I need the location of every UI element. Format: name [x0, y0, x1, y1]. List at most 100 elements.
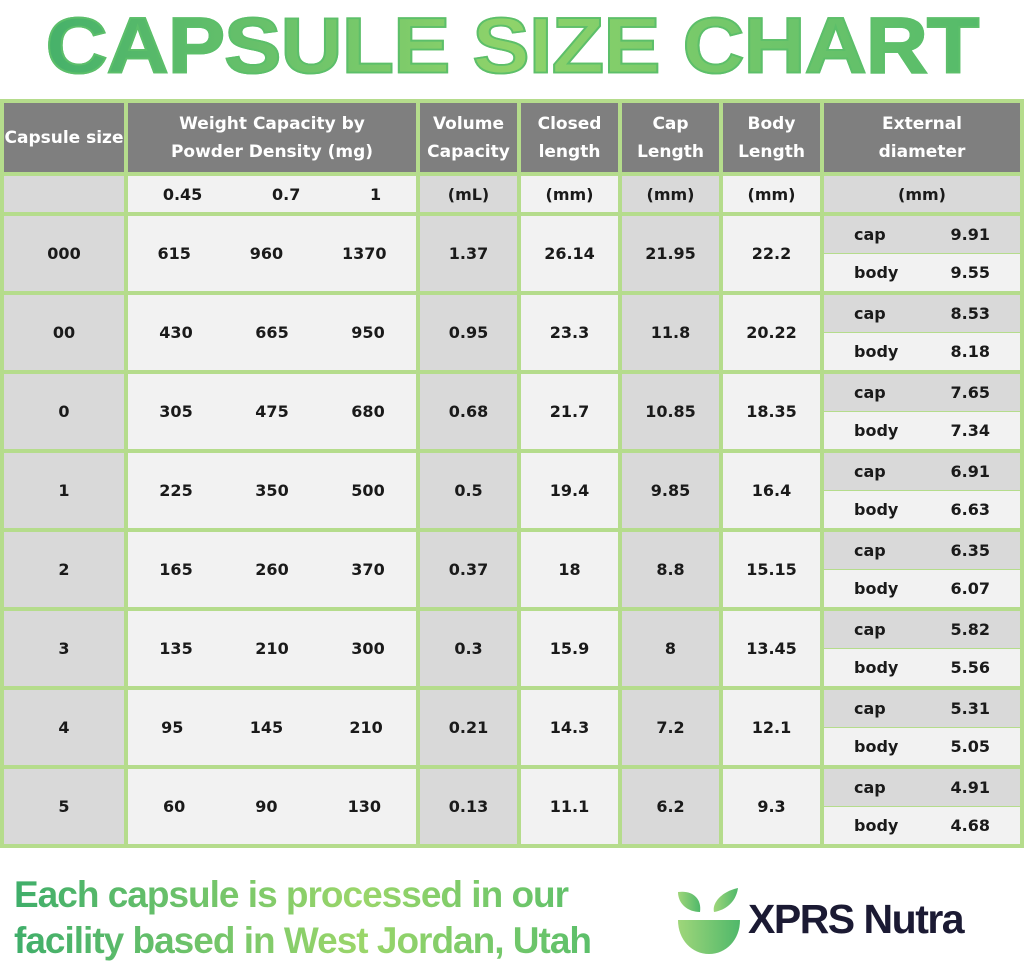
header-capsule-size: Capsule size — [4, 103, 124, 172]
header-text: length — [538, 141, 601, 162]
weight-value: 145 — [249, 718, 284, 737]
external-diameter-cell: cap 5.31 body 5.05 — [824, 690, 1020, 765]
header-text: Cap — [652, 113, 689, 134]
weight-value: 60 — [163, 797, 186, 816]
weight-value: 1370 — [342, 244, 387, 263]
body-length-cell: 16.4 — [723, 453, 820, 528]
body-length-cell: 13.45 — [723, 611, 820, 686]
weight-cell: 165 260 370 — [128, 532, 416, 607]
closed-length-cell: 23.3 — [521, 295, 618, 370]
weight-value: 960 — [249, 244, 284, 263]
density-value: 0.7 — [271, 184, 301, 204]
header-text: Body — [747, 113, 796, 134]
header-text: Closed — [537, 113, 602, 134]
table-row: 00 430 665 950 0.95 23.3 11.8 20.22 cap 8.53 body 8… — [4, 295, 1020, 370]
units-cap: (mm) — [622, 176, 719, 212]
weight-cell: 60 90 130 — [128, 769, 416, 844]
ext-cap-row: cap 7.65 — [824, 374, 1020, 411]
weight-value: 210 — [255, 639, 289, 658]
table-row: 3 135 210 300 0.3 15.9 8 13.45 cap 5.82 body 5.56 — [4, 611, 1020, 686]
body-length-cell: 20.22 — [723, 295, 820, 370]
ext-body-row: body 9.55 — [824, 254, 1020, 291]
weight-value: 500 — [351, 481, 385, 500]
density-value: 1 — [370, 184, 382, 204]
body-length-cell: 12.1 — [723, 690, 820, 765]
ext-body-row: body 5.05 — [824, 728, 1020, 765]
header-text: Weight Capacity by — [179, 113, 365, 134]
header-text: Volume — [432, 113, 505, 134]
weight-value: 475 — [255, 402, 289, 421]
table-row: 5 60 90 130 0.13 11.1 6.2 9.3 cap 4.91 body 4.68 — [4, 769, 1020, 844]
body-length-cell: 15.15 — [723, 532, 820, 607]
ext-cap-row: cap 5.82 — [824, 611, 1020, 648]
header-weight: Weight Capacity by Powder Density (mg) — [128, 103, 416, 172]
header-volume: Volume Capacity — [420, 103, 517, 172]
ext-cap-row: cap 8.53 — [824, 295, 1020, 332]
body-length-cell: 9.3 — [723, 769, 820, 844]
ext-body-value: 6.63 — [950, 500, 990, 519]
ext-body-value: 4.68 — [950, 816, 990, 835]
closed-length-cell: 19.4 — [521, 453, 618, 528]
volume-cell: 0.3 — [420, 611, 517, 686]
table-row: 000 615 960 1370 1.37 26.14 21.95 22.2 cap 9.91 bo… — [4, 216, 1020, 291]
cap-length-cell: 8 — [622, 611, 719, 686]
weight-value: 370 — [351, 560, 385, 579]
closed-length-cell: 18 — [521, 532, 618, 607]
ext-body-row: body 6.63 — [824, 491, 1020, 528]
header-text: diameter — [878, 141, 966, 162]
cap-label: cap — [854, 383, 886, 402]
table-row: 2 165 260 370 0.37 18 8.8 15.15 cap 6.35 body 6.07 — [4, 532, 1020, 607]
weight-cell: 135 210 300 — [128, 611, 416, 686]
weight-value: 430 — [159, 323, 193, 342]
volume-cell: 0.95 — [420, 295, 517, 370]
weight-value: 350 — [255, 481, 289, 500]
closed-length-cell: 14.3 — [521, 690, 618, 765]
header-body: Body Length — [723, 103, 820, 172]
cap-label: cap — [854, 699, 886, 718]
units-volume: (mL) — [420, 176, 517, 212]
units-ext: (mm) — [824, 176, 1020, 212]
ext-body-value: 5.05 — [950, 737, 990, 756]
cap-length-cell: 8.8 — [622, 532, 719, 607]
external-diameter-cell: cap 4.91 body 4.68 — [824, 769, 1020, 844]
capsule-size-cell: 2 — [4, 532, 124, 607]
weight-value: 615 — [157, 244, 191, 263]
weight-cell: 305 475 680 — [128, 374, 416, 449]
cap-label: cap — [854, 778, 886, 797]
weight-value: 680 — [351, 402, 385, 421]
footer-line: facility based in West Jordan, Utah — [14, 920, 592, 961]
weight-value: 130 — [347, 797, 381, 816]
body-label: body — [854, 263, 899, 282]
ext-cap-value: 9.91 — [950, 225, 990, 244]
volume-cell: 0.21 — [420, 690, 517, 765]
units-closed: (mm) — [521, 176, 618, 212]
volume-cell: 0.13 — [420, 769, 517, 844]
closed-length-cell: 15.9 — [521, 611, 618, 686]
volume-cell: 0.5 — [420, 453, 517, 528]
ext-cap-value: 5.31 — [950, 699, 990, 718]
external-diameter-cell: cap 6.35 body 6.07 — [824, 532, 1020, 607]
ext-body-row: body 6.07 — [824, 570, 1020, 607]
cap-length-cell: 11.8 — [622, 295, 719, 370]
weight-value: 950 — [351, 323, 385, 342]
ext-cap-value: 5.82 — [950, 620, 990, 639]
ext-body-value: 9.55 — [950, 263, 990, 282]
header-text: External — [881, 113, 963, 134]
units-empty — [4, 176, 124, 212]
capsule-size-cell: 5 — [4, 769, 124, 844]
external-diameter-cell: cap 7.65 body 7.34 — [824, 374, 1020, 449]
external-diameter-cell: cap 9.91 body 9.55 — [824, 216, 1020, 291]
cap-length-cell: 9.85 — [622, 453, 719, 528]
ext-body-value: 5.56 — [950, 658, 990, 677]
ext-body-row: body 5.56 — [824, 649, 1020, 686]
ext-cap-row: cap 9.91 — [824, 216, 1020, 253]
body-length-cell: 22.2 — [723, 216, 820, 291]
header-cap: Cap Length — [622, 103, 719, 172]
capsule-size-cell: 4 — [4, 690, 124, 765]
cap-label: cap — [854, 541, 886, 560]
weight-value: 135 — [159, 639, 193, 658]
volume-cell: 0.68 — [420, 374, 517, 449]
weight-value: 300 — [351, 639, 385, 658]
capsule-size-cell: 0 — [4, 374, 124, 449]
footer-line: Each capsule is processed in our — [14, 874, 569, 915]
